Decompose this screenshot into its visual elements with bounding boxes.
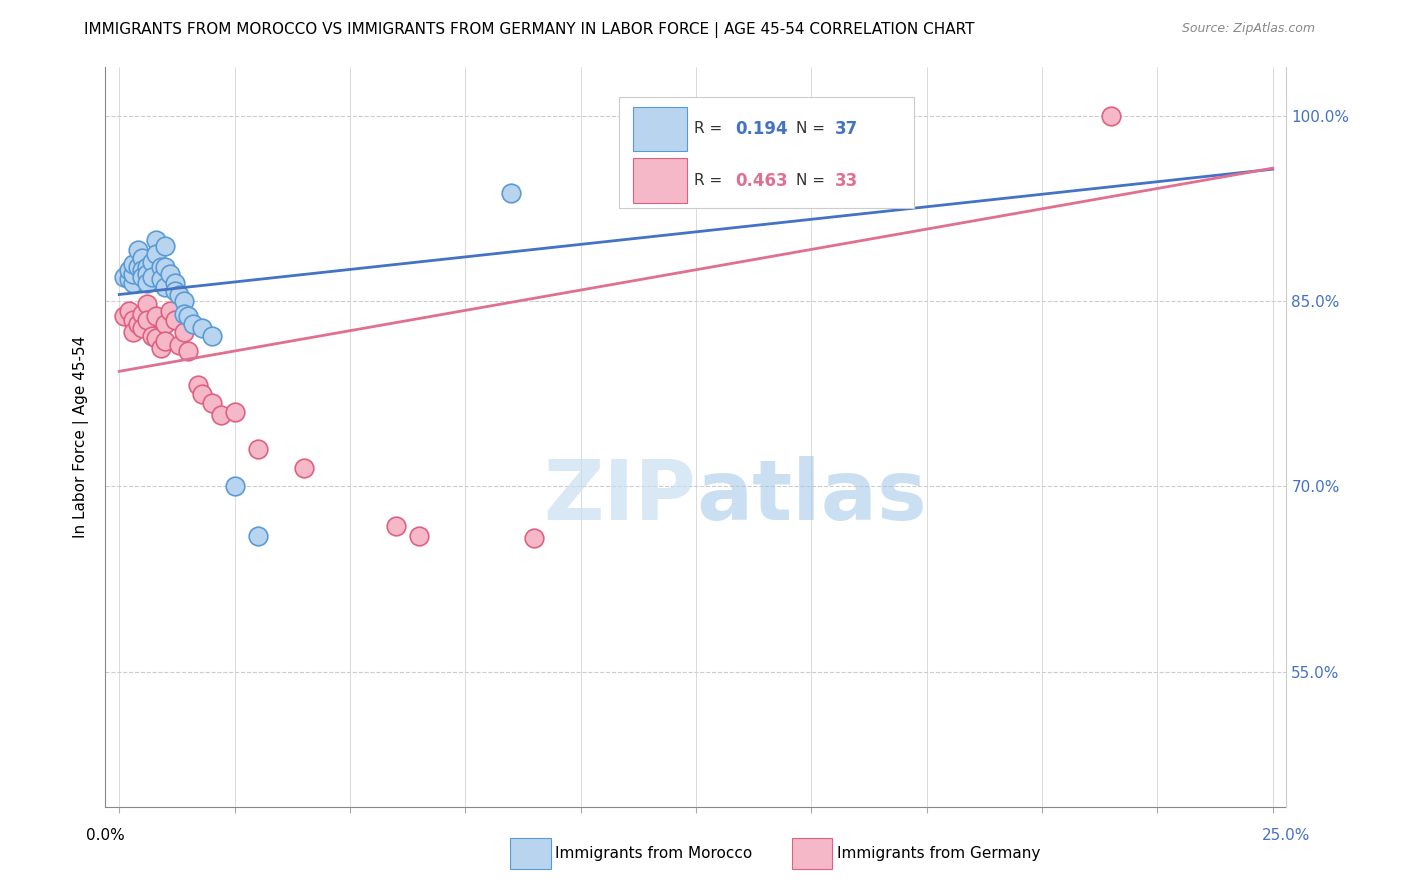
Point	[145, 309, 167, 323]
Point	[136, 276, 159, 290]
Text: N =: N =	[796, 121, 830, 136]
Point	[155, 317, 177, 331]
Point	[200, 395, 222, 409]
Point	[173, 294, 195, 309]
Point	[209, 408, 232, 422]
Point	[163, 285, 186, 299]
Point	[117, 304, 139, 318]
Point	[385, 519, 408, 533]
Text: 0.0%: 0.0%	[86, 829, 125, 843]
Text: 0.194: 0.194	[735, 120, 787, 137]
Text: R =: R =	[693, 121, 727, 136]
FancyBboxPatch shape	[619, 96, 914, 208]
Point	[112, 309, 135, 323]
Point	[246, 442, 269, 457]
Point	[155, 239, 177, 253]
Point	[141, 255, 163, 269]
Text: 33: 33	[835, 171, 859, 189]
Point	[292, 461, 315, 475]
Point	[149, 341, 172, 355]
Point	[141, 329, 163, 343]
Point	[191, 321, 214, 335]
Text: 25.0%: 25.0%	[1263, 829, 1310, 843]
Point	[122, 325, 145, 339]
Text: Immigrants from Morocco: Immigrants from Morocco	[555, 847, 752, 861]
Text: 37: 37	[835, 120, 859, 137]
Point	[145, 233, 167, 247]
Y-axis label: In Labor Force | Age 45-54: In Labor Force | Age 45-54	[73, 336, 90, 538]
Point	[122, 276, 145, 290]
Point	[149, 260, 172, 274]
Text: 0.463: 0.463	[735, 171, 787, 189]
Point	[159, 304, 181, 318]
Point	[117, 263, 139, 277]
Point	[136, 267, 159, 281]
Point	[523, 531, 546, 545]
Text: ZIP: ZIP	[544, 456, 696, 537]
Point	[1099, 109, 1122, 123]
Point	[112, 269, 135, 284]
Point	[173, 325, 195, 339]
Point	[159, 267, 181, 281]
Point	[131, 307, 153, 321]
Text: N =: N =	[796, 173, 830, 188]
FancyBboxPatch shape	[633, 106, 686, 151]
FancyBboxPatch shape	[633, 159, 686, 202]
Point	[169, 337, 191, 351]
Point	[149, 272, 172, 286]
Point	[177, 309, 200, 323]
Point	[200, 329, 222, 343]
Point	[122, 257, 145, 271]
Point	[246, 529, 269, 543]
Point	[136, 260, 159, 274]
Point	[224, 405, 246, 419]
Point	[187, 378, 209, 392]
Point	[169, 288, 191, 302]
Text: atlas: atlas	[696, 456, 927, 537]
Point	[145, 247, 167, 261]
Point	[893, 109, 915, 123]
Point	[408, 529, 430, 543]
Point	[173, 307, 195, 321]
Text: Source: ZipAtlas.com: Source: ZipAtlas.com	[1181, 22, 1315, 36]
Point	[131, 269, 153, 284]
Point	[127, 317, 149, 331]
Point	[155, 334, 177, 348]
Point	[163, 276, 186, 290]
Point	[224, 479, 246, 493]
Point	[117, 272, 139, 286]
Point	[191, 387, 214, 401]
Point	[131, 263, 153, 277]
Point	[136, 313, 159, 327]
Point	[754, 161, 776, 175]
Point	[163, 313, 186, 327]
Point	[177, 343, 200, 358]
Point	[145, 331, 167, 345]
Point	[127, 243, 149, 257]
Point	[662, 109, 685, 123]
Point	[131, 321, 153, 335]
Point	[136, 297, 159, 311]
Point	[122, 267, 145, 281]
Text: R =: R =	[693, 173, 727, 188]
Point	[122, 313, 145, 327]
Text: Immigrants from Germany: Immigrants from Germany	[837, 847, 1040, 861]
Point	[155, 260, 177, 274]
Point	[501, 186, 523, 200]
Point	[155, 279, 177, 293]
Text: IMMIGRANTS FROM MOROCCO VS IMMIGRANTS FROM GERMANY IN LABOR FORCE | AGE 45-54 CO: IMMIGRANTS FROM MOROCCO VS IMMIGRANTS FR…	[84, 22, 974, 38]
Point	[127, 260, 149, 274]
Point	[181, 317, 204, 331]
Point	[141, 269, 163, 284]
Point	[131, 251, 153, 265]
